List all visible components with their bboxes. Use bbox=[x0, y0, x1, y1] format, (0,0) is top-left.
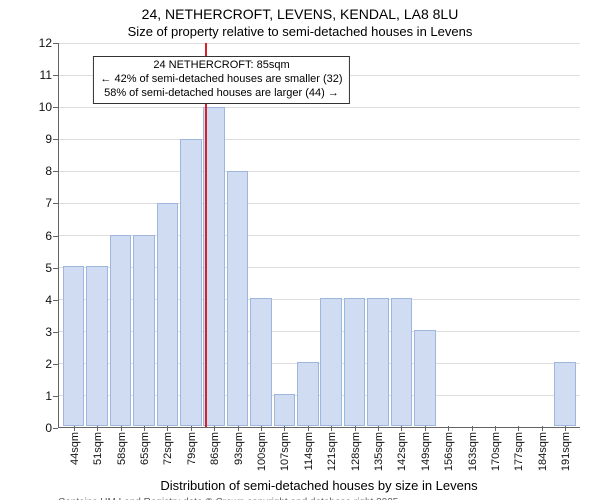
histogram-bar bbox=[274, 394, 296, 426]
bar-slot: 191sqm bbox=[554, 43, 577, 426]
bar-slot: 177sqm bbox=[507, 43, 530, 426]
histogram-bar bbox=[297, 362, 319, 426]
x-tick-mark bbox=[74, 426, 75, 431]
x-tick-mark bbox=[284, 426, 285, 431]
x-tick-label: 107sqm bbox=[277, 432, 291, 471]
histogram-bar bbox=[227, 171, 249, 426]
y-tick-mark bbox=[53, 428, 58, 429]
x-tick-mark bbox=[97, 426, 98, 431]
histogram-bar bbox=[391, 298, 413, 426]
x-tick-mark bbox=[191, 426, 192, 431]
y-tick-mark bbox=[53, 171, 58, 172]
histogram-bar bbox=[133, 235, 155, 427]
histogram-bar bbox=[63, 266, 85, 426]
chart-area: Number of semi-detached properties 44sqm… bbox=[58, 43, 580, 428]
x-tick-mark bbox=[121, 426, 122, 431]
x-tick-mark bbox=[214, 426, 215, 431]
y-tick-mark bbox=[53, 236, 58, 237]
x-tick-label: 142sqm bbox=[394, 432, 408, 471]
x-tick-mark bbox=[355, 426, 356, 431]
chart-title: 24, NETHERCROFT, LEVENS, KENDAL, LA8 8LU bbox=[0, 0, 600, 22]
bar-slot: 156sqm bbox=[437, 43, 460, 426]
x-tick-label: 72sqm bbox=[160, 432, 174, 465]
x-tick-label: 156sqm bbox=[441, 432, 455, 471]
chart-subtitle: Size of property relative to semi-detach… bbox=[0, 22, 600, 43]
x-tick-mark bbox=[401, 426, 402, 431]
x-tick-label: 170sqm bbox=[488, 432, 502, 471]
histogram-bar bbox=[344, 298, 366, 426]
x-tick-mark bbox=[378, 426, 379, 431]
x-tick-label: 121sqm bbox=[324, 432, 338, 471]
x-tick-label: 51sqm bbox=[90, 432, 104, 465]
y-tick-mark bbox=[53, 75, 58, 76]
y-tick-mark bbox=[53, 396, 58, 397]
plot-region: 44sqm51sqm58sqm65sqm72sqm79sqm86sqm93sqm… bbox=[58, 43, 580, 428]
x-tick-mark bbox=[472, 426, 473, 431]
x-tick-label: 58sqm bbox=[114, 432, 128, 465]
y-tick-mark bbox=[53, 139, 58, 140]
x-tick-mark bbox=[425, 426, 426, 431]
x-tick-mark bbox=[331, 426, 332, 431]
bar-slot: 184sqm bbox=[530, 43, 553, 426]
x-tick-label: 44sqm bbox=[67, 432, 81, 465]
x-tick-mark bbox=[448, 426, 449, 431]
x-tick-mark bbox=[167, 426, 168, 431]
y-tick-mark bbox=[53, 364, 58, 365]
histogram-bar bbox=[157, 203, 179, 426]
histogram-bar bbox=[367, 298, 389, 426]
x-tick-label: 65sqm bbox=[137, 432, 151, 465]
bar-slot: 142sqm bbox=[390, 43, 413, 426]
x-tick-label: 191sqm bbox=[558, 432, 572, 471]
annotation-line1: 24 NETHERCROFT: 85sqm bbox=[100, 59, 342, 73]
y-tick-mark bbox=[53, 268, 58, 269]
y-tick-mark bbox=[53, 203, 58, 204]
x-tick-mark bbox=[542, 426, 543, 431]
y-tick-mark bbox=[53, 107, 58, 108]
x-tick-label: 184sqm bbox=[535, 432, 549, 471]
annotation-box: 24 NETHERCROFT: 85sqm ← 42% of semi-deta… bbox=[93, 56, 349, 103]
x-tick-mark bbox=[238, 426, 239, 431]
histogram-bar bbox=[554, 362, 576, 426]
x-tick-mark bbox=[565, 426, 566, 431]
histogram-bar bbox=[414, 330, 436, 426]
x-tick-label: 177sqm bbox=[511, 432, 525, 471]
x-tick-label: 86sqm bbox=[207, 432, 221, 465]
x-tick-label: 100sqm bbox=[254, 432, 268, 471]
y-tick-mark bbox=[53, 332, 58, 333]
histogram-bar bbox=[320, 298, 342, 426]
histogram-bar bbox=[250, 298, 272, 426]
x-tick-label: 163sqm bbox=[465, 432, 479, 471]
x-axis-label: Distribution of semi-detached houses by … bbox=[58, 478, 580, 493]
x-tick-label: 135sqm bbox=[371, 432, 385, 471]
x-tick-label: 128sqm bbox=[348, 432, 362, 471]
histogram-bar bbox=[86, 266, 108, 426]
x-tick-label: 93sqm bbox=[231, 432, 245, 465]
y-tick-mark bbox=[53, 300, 58, 301]
bar-slot: 170sqm bbox=[483, 43, 506, 426]
x-tick-mark bbox=[308, 426, 309, 431]
x-tick-mark bbox=[144, 426, 145, 431]
annotation-line2: ← 42% of semi-detached houses are smalle… bbox=[100, 73, 342, 87]
x-tick-label: 149sqm bbox=[418, 432, 432, 471]
x-tick-mark bbox=[261, 426, 262, 431]
x-tick-mark bbox=[495, 426, 496, 431]
x-tick-label: 114sqm bbox=[301, 432, 315, 470]
bar-slot: 135sqm bbox=[366, 43, 389, 426]
bar-slot: 163sqm bbox=[460, 43, 483, 426]
x-tick-label: 79sqm bbox=[184, 432, 198, 465]
y-tick-mark bbox=[53, 43, 58, 44]
annotation-line3: 58% of semi-detached houses are larger (… bbox=[100, 87, 342, 101]
bar-slot: 44sqm bbox=[62, 43, 85, 426]
histogram-bar bbox=[180, 139, 202, 426]
histogram-bar bbox=[110, 235, 132, 427]
x-tick-mark bbox=[518, 426, 519, 431]
bar-slot: 149sqm bbox=[413, 43, 436, 426]
